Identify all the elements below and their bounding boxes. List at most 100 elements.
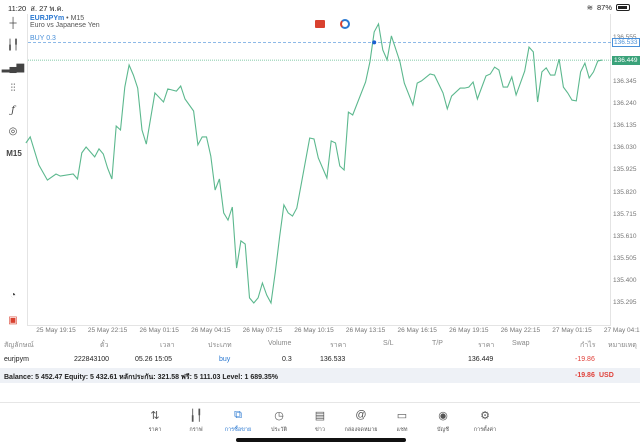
quotes-icon: ⇅ [150,410,160,422]
current-price-tag: 136.449 [612,56,640,66]
y-tick-label: 135.505 [613,254,637,262]
news-icon: ▤ [314,410,326,422]
x-tick-label: 27 May 04:15 [603,327,640,334]
nav-label: การซื้อขาย [224,427,252,433]
x-tick-label: 26 May 16:15 [397,327,437,334]
col-time: เวลา [160,342,175,349]
currency: USD [599,372,614,379]
history-icon: ◷ [274,410,284,422]
y-tick-label: 136.240 [613,100,637,108]
cell-ticket: 222843100 [74,356,110,363]
chart-area[interactable] [27,14,611,326]
battery-icon [616,4,630,11]
col-type: ประเภท [208,342,232,349]
nav-label: บัญชี [437,427,449,433]
cell-profit: -19.86 [575,356,595,363]
nav-account[interactable]: ◉ บัญชี [418,409,468,434]
col-tp: T/P [432,340,443,347]
y-tick-label: 135.295 [613,299,637,306]
col-swap: Swap [512,340,530,347]
y-tick-label: 135.715 [613,210,637,218]
col-current-price: ราคา [478,342,495,349]
y-tick-label: 136.030 [613,144,637,152]
cell-time: 05.26 15:05 [135,356,172,363]
nav-chart[interactable]: ╽╿ กราฟ [171,409,221,434]
symbol-description: Euro vs Japanese Yen [30,22,100,29]
candlestick-icon[interactable]: ╽╿ [6,39,20,51]
function-icon[interactable]: ƒ [11,104,15,116]
entry-marker [372,40,377,45]
cell-open-price: 136.533 [320,356,346,363]
nav-trade[interactable]: ⧉ การซื้อขาย [213,409,263,434]
y-tick-label: 136.555 [613,33,637,41]
total-profit: -19.86 [575,372,595,379]
x-tick-label: 26 May 07:15 [242,327,283,334]
trade-icon: ⧉ [234,409,242,421]
x-tick-label: 27 May 01:15 [552,327,592,334]
objects-icon[interactable]: ◎ [8,125,18,137]
table-row[interactable]: eurjpym 222843100 05.26 15:05 buy 0.3 13… [0,352,640,368]
home-indicator[interactable] [236,438,406,442]
settings-icon: ⚙ [480,410,490,422]
mailbox-icon: @ [355,409,367,421]
col-ticket: ตั๋ว [100,342,109,349]
status-time: 11:20 ส. 27 พ.ค. [8,3,64,15]
col-profit: กำไร [580,342,596,349]
nav-settings[interactable]: ⚙ การตั้งค่า [460,409,510,434]
cell-volume: 0.3 [282,356,292,363]
nav-label: กราฟ [189,427,203,433]
nav-label: การตั้งค่า [473,427,497,433]
account-icon: ◉ [438,410,448,422]
zoom-chart-icon[interactable]: ◔ [9,289,17,301]
nav-news[interactable]: ▤ ข่าว [295,409,345,434]
nav-mailbox[interactable]: @ กล่องจดหมาย [336,409,386,434]
nav-label: ราคา [148,427,162,433]
x-tick-label: 25 May 22:15 [87,327,128,334]
y-tick-label: 136.135 [613,122,637,130]
balance-bar: Balance: 5 452.47 Equity: 5 432.61 หลักป… [0,368,640,383]
signal-icon[interactable] [340,19,350,29]
y-tick-label: 135.820 [613,188,637,196]
wifi-icon: ≋ [586,3,593,12]
crosshair-icon[interactable]: ┼ [9,17,17,29]
x-tick-label: 26 May 19:15 [449,327,489,334]
nav-label: ประวัติ [270,427,288,433]
battery-percent: 87% [596,3,612,12]
price-line [25,22,603,305]
cell-current-price: 136.449 [468,356,494,363]
nav-label: กล่องจดหมาย [344,427,378,433]
chart-icon: ╽╿ [189,410,203,422]
order-label: BUY 0.3 [30,35,56,42]
cell-symbol: eurjpym [4,356,29,363]
x-tick-label: 26 May 04:15 [191,327,231,334]
x-tick-label: 26 May 10:15 [294,327,334,334]
symbol: EURJPYm [30,15,65,22]
date: ส. 27 พ.ค. [30,4,64,13]
table-header: สัญลักษณ์ ตั๋ว เวลา ประเภท Volume ราคา S… [0,336,640,352]
nav-label: แชท [396,427,408,433]
indicators-icon[interactable]: ⫶⫶ [10,82,16,94]
timeframe-button[interactable]: M15 [6,148,22,158]
trade-panel-icon[interactable]: ▣ [8,314,18,326]
y-tick-label: 135.400 [613,276,637,284]
y-tick-label: 135.925 [613,166,637,174]
nav-chat[interactable]: ▭ แชท [377,409,427,434]
timeframe: M15 [70,15,85,22]
price-chart[interactable] [0,0,640,340]
chart-symbol: EURJPYm • M15 Euro vs Japanese Yen [30,15,100,29]
x-tick-label: 26 May 01:15 [139,327,179,334]
nav-label: ข่าว [315,427,325,433]
bar-chart-icon[interactable]: ▂▄▆ [1,61,25,73]
col-sl: S/L [383,340,394,347]
x-tick-label: 26 May 22:15 [500,327,541,334]
y-tick-label: 136.345 [613,78,637,85]
one-click-trading-icon[interactable] [315,20,325,28]
nav-quotes[interactable]: ⇅ ราคา [130,409,180,434]
chat-icon: ▭ [396,410,408,422]
x-tick-label: 26 May 13:15 [345,327,386,334]
col-comment: หมายเหตุ [608,342,637,349]
col-price: ราคา [330,342,347,349]
x-tick-label: 25 May 19:15 [36,327,76,334]
nav-history[interactable]: ◷ ประวัติ [254,409,304,434]
y-tick-label: 135.610 [613,232,637,240]
